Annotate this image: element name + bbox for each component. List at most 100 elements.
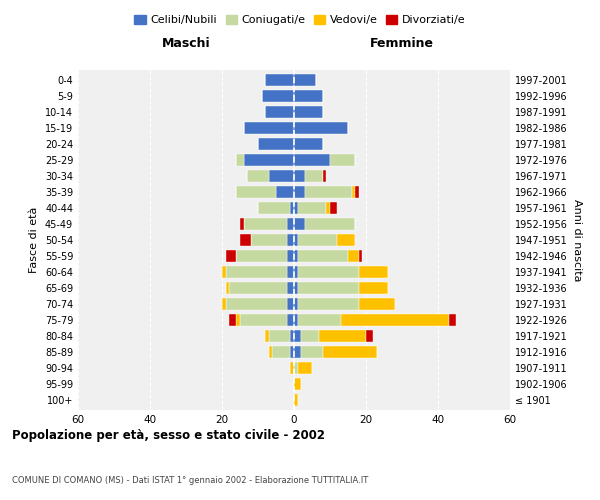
Bar	[287, 266, 294, 278]
Bar	[294, 250, 298, 262]
Bar	[251, 234, 287, 246]
Bar	[359, 298, 395, 310]
Bar	[222, 298, 226, 310]
Bar	[222, 266, 226, 278]
Bar	[294, 122, 348, 134]
Bar	[226, 298, 287, 310]
Bar	[449, 314, 456, 326]
Bar	[290, 202, 294, 214]
Bar	[294, 106, 323, 118]
Bar	[341, 314, 449, 326]
Bar	[294, 154, 330, 166]
Bar	[298, 362, 312, 374]
Bar	[258, 202, 290, 214]
Bar	[236, 186, 276, 198]
Bar	[298, 266, 359, 278]
Bar	[240, 314, 287, 326]
Bar	[298, 298, 359, 310]
Bar	[287, 282, 294, 294]
Bar	[290, 362, 294, 374]
Bar	[287, 314, 294, 326]
Bar	[323, 170, 326, 182]
Bar	[294, 282, 298, 294]
Bar	[226, 266, 287, 278]
Bar	[294, 202, 298, 214]
Bar	[244, 122, 294, 134]
Bar	[269, 346, 272, 358]
Bar	[265, 74, 294, 86]
Bar	[229, 282, 287, 294]
Bar	[269, 330, 290, 342]
Bar	[240, 218, 244, 230]
Bar	[258, 138, 294, 150]
Bar	[294, 90, 323, 102]
Bar	[236, 314, 240, 326]
Legend: Celibi/Nubili, Coniugati/e, Vedovi/e, Divorziati/e: Celibi/Nubili, Coniugati/e, Vedovi/e, Di…	[130, 10, 470, 30]
Bar	[323, 346, 377, 358]
Text: Maschi: Maschi	[161, 37, 211, 50]
Bar	[236, 154, 244, 166]
Bar	[301, 330, 319, 342]
Bar	[244, 154, 294, 166]
Bar	[337, 234, 355, 246]
Bar	[348, 250, 359, 262]
Bar	[298, 314, 341, 326]
Bar	[294, 218, 305, 230]
Text: Femmine: Femmine	[370, 37, 434, 50]
Bar	[294, 330, 301, 342]
Bar	[298, 282, 359, 294]
Bar	[290, 330, 294, 342]
Bar	[330, 202, 337, 214]
Bar	[305, 170, 323, 182]
Bar	[359, 266, 388, 278]
Bar	[294, 394, 298, 406]
Y-axis label: Fasce di età: Fasce di età	[29, 207, 39, 273]
Bar	[229, 314, 236, 326]
Bar	[287, 218, 294, 230]
Bar	[301, 346, 323, 358]
Bar	[226, 250, 236, 262]
Bar	[265, 330, 269, 342]
Bar	[359, 282, 388, 294]
Bar	[247, 170, 269, 182]
Bar	[294, 74, 316, 86]
Bar	[294, 362, 298, 374]
Bar	[298, 250, 348, 262]
Bar	[236, 250, 287, 262]
Bar	[276, 186, 294, 198]
Bar	[366, 330, 373, 342]
Text: Popolazione per età, sesso e stato civile - 2002: Popolazione per età, sesso e stato civil…	[12, 430, 325, 442]
Bar	[294, 234, 298, 246]
Bar	[326, 202, 330, 214]
Bar	[359, 250, 362, 262]
Bar	[298, 234, 337, 246]
Bar	[294, 314, 298, 326]
Bar	[294, 378, 301, 390]
Bar	[240, 234, 251, 246]
Bar	[294, 266, 298, 278]
Bar	[265, 106, 294, 118]
Y-axis label: Anni di nascita: Anni di nascita	[572, 198, 581, 281]
Bar	[226, 282, 229, 294]
Bar	[269, 170, 294, 182]
Bar	[294, 170, 305, 182]
Bar	[305, 218, 355, 230]
Bar	[262, 90, 294, 102]
Bar	[287, 298, 294, 310]
Bar	[319, 330, 366, 342]
Bar	[352, 186, 355, 198]
Bar	[287, 234, 294, 246]
Bar	[272, 346, 290, 358]
Bar	[294, 186, 305, 198]
Text: COMUNE DI COMANO (MS) - Dati ISTAT 1° gennaio 2002 - Elaborazione TUTTITALIA.IT: COMUNE DI COMANO (MS) - Dati ISTAT 1° ge…	[12, 476, 368, 485]
Bar	[244, 218, 287, 230]
Bar	[287, 250, 294, 262]
Bar	[294, 346, 301, 358]
Bar	[294, 138, 323, 150]
Bar	[298, 202, 326, 214]
Bar	[305, 186, 352, 198]
Bar	[294, 298, 298, 310]
Bar	[330, 154, 355, 166]
Bar	[355, 186, 359, 198]
Bar	[290, 346, 294, 358]
